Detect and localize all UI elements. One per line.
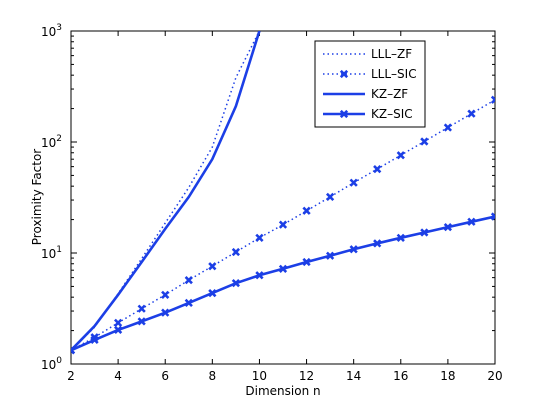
y-tick-exponent: 0 <box>56 356 62 366</box>
legend-marker-kz-sic <box>339 109 349 119</box>
series-line-lll-zf <box>71 31 261 351</box>
y-tick-base: 10 <box>41 136 56 150</box>
data-point-kz-sic <box>113 325 123 334</box>
data-point-lll-sic <box>113 318 123 327</box>
data-point-lll-sic <box>325 192 335 202</box>
x-tick-label: 18 <box>440 369 455 383</box>
data-point-lll-sic <box>231 247 241 257</box>
data-point-kz-sic <box>161 308 170 317</box>
data-point-kz-sic <box>231 279 241 288</box>
data-point-lll-sic <box>420 137 429 146</box>
y-tick-label: 101 <box>41 245 62 261</box>
legend-label-lll-sic: LLL–SIC <box>371 67 417 81</box>
x-tick-label: 4 <box>114 369 122 383</box>
data-point-kz-sic <box>90 335 99 344</box>
x-tick-label: 6 <box>161 369 169 383</box>
data-point-lll-sic <box>184 275 193 285</box>
data-point-lll-sic <box>161 290 170 299</box>
data-point-kz-sic <box>137 317 146 326</box>
data-point-lll-sic <box>467 109 476 118</box>
data-point-lll-sic <box>349 178 358 187</box>
data-point-kz-sic <box>490 212 495 221</box>
y-tick-exponent: 1 <box>56 245 62 255</box>
data-point-kz-sic <box>278 264 288 273</box>
data-point-kz-sic <box>184 298 193 308</box>
x-tick-label: 14 <box>346 369 361 383</box>
data-point-kz-sic <box>373 239 382 248</box>
data-point-lll-sic <box>208 262 217 271</box>
x-tick-label: 16 <box>393 369 408 383</box>
data-point-lll-sic <box>137 304 146 313</box>
data-point-kz-sic <box>325 251 335 260</box>
data-point-kz-sic <box>420 228 429 237</box>
y-tick-base: 10 <box>41 25 56 39</box>
y-tick-label: 102 <box>41 134 62 150</box>
y-tick-label: 103 <box>41 23 62 39</box>
data-point-kz-sic <box>396 233 405 242</box>
x-tick-label: 10 <box>252 369 267 383</box>
data-point-kz-sic <box>443 223 453 232</box>
data-point-kz-sic <box>208 289 217 298</box>
legend-box <box>314 40 426 128</box>
legend-label-lll-zf: LLL–ZF <box>371 47 412 61</box>
series-group <box>71 31 495 355</box>
legend: LLL–ZF LLL–SIC KZ–ZF KZ–SIC <box>314 40 426 128</box>
x-tick-label: 12 <box>299 369 314 383</box>
legend-label-kz-zf: KZ–ZF <box>371 87 408 101</box>
data-point-lll-sic <box>443 123 453 132</box>
x-tick-label: 8 <box>209 369 217 383</box>
data-point-lll-sic <box>396 151 405 160</box>
data-point-kz-sic <box>349 245 358 254</box>
y-tick-exponent: 2 <box>56 134 62 144</box>
x-axis-label: Dimension n <box>245 384 320 398</box>
y-tick-base: 10 <box>41 247 56 261</box>
data-point-lll-sic <box>278 220 288 229</box>
data-point-lll-sic <box>490 95 495 104</box>
data-point-lll-sic <box>302 206 311 215</box>
y-axis-label: Proximity Factor <box>30 149 44 246</box>
data-point-lll-sic <box>373 164 382 174</box>
data-point-kz-sic <box>255 271 264 280</box>
x-tick-label: 2 <box>67 369 75 383</box>
y-tick-base: 10 <box>41 358 56 372</box>
y-tick-label: 100 <box>41 356 62 372</box>
legend-marker-lll-sic <box>339 69 349 79</box>
y-tick-exponent: 3 <box>56 23 62 33</box>
legend-label-kz-sic: KZ–SIC <box>371 107 413 121</box>
data-point-kz-sic <box>302 257 311 267</box>
data-point-kz-sic <box>467 217 476 226</box>
series-line-kz-zf <box>71 31 261 352</box>
plot-area <box>70 30 496 365</box>
data-point-kz-sic <box>71 346 76 355</box>
x-tick-label: 20 <box>487 369 502 383</box>
data-point-lll-sic <box>255 233 264 242</box>
